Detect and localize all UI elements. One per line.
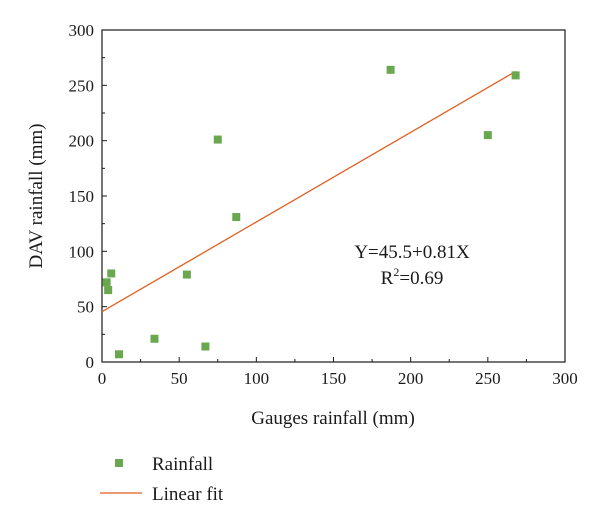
fit-equation: Y=45.5+0.81X [354, 242, 470, 263]
data-point [104, 286, 113, 295]
x-tick-label: 100 [244, 369, 270, 388]
data-point [213, 135, 222, 144]
r-squared: R2=0.69 [381, 265, 444, 289]
y-tick-label: 100 [69, 242, 95, 261]
legend: Rainfall Linear fit [100, 454, 224, 505]
r-squared-exponent: 2 [393, 265, 399, 279]
data-point [150, 334, 159, 343]
data-point [511, 71, 520, 80]
x-tick-label: 300 [552, 369, 578, 388]
x-tick-label: 50 [171, 369, 188, 388]
linear-fit-line [101, 70, 516, 313]
axes [101, 29, 566, 363]
legend-label-linear-fit: Linear fit [152, 484, 224, 505]
legend-label-rainfall: Rainfall [152, 454, 213, 475]
y-tick-label: 50 [77, 298, 94, 317]
plot-frame [101, 29, 566, 363]
y-tick-label: 150 [69, 187, 95, 206]
x-tick-label: 0 [98, 369, 107, 388]
data-point [386, 65, 395, 74]
data-point [201, 342, 210, 351]
x-axis-title: Gauges rainfall (mm) [251, 408, 415, 429]
x-tick-label: 200 [398, 369, 424, 388]
x-tick-label: 250 [475, 369, 501, 388]
y-tick-label: 300 [69, 21, 95, 40]
fit-line-layer [101, 70, 516, 313]
data-point [483, 131, 492, 140]
data-point [102, 278, 111, 287]
data-point [114, 350, 123, 359]
y-tick-label: 250 [69, 76, 95, 95]
data-point [182, 270, 191, 279]
y-tick-label: 200 [69, 132, 95, 151]
x-tick-label: 150 [321, 369, 347, 388]
ticks: 0 50 100 150 200 250 300 0 50 100 150 200 250 300 [69, 21, 578, 388]
legend-marker-rainfall [115, 459, 123, 467]
y-axis-title: DAV rainfall (mm) [26, 124, 47, 269]
y-tick-label: 0 [86, 353, 95, 372]
data-point [232, 213, 241, 222]
data-point [107, 269, 116, 278]
data-points [102, 65, 520, 359]
